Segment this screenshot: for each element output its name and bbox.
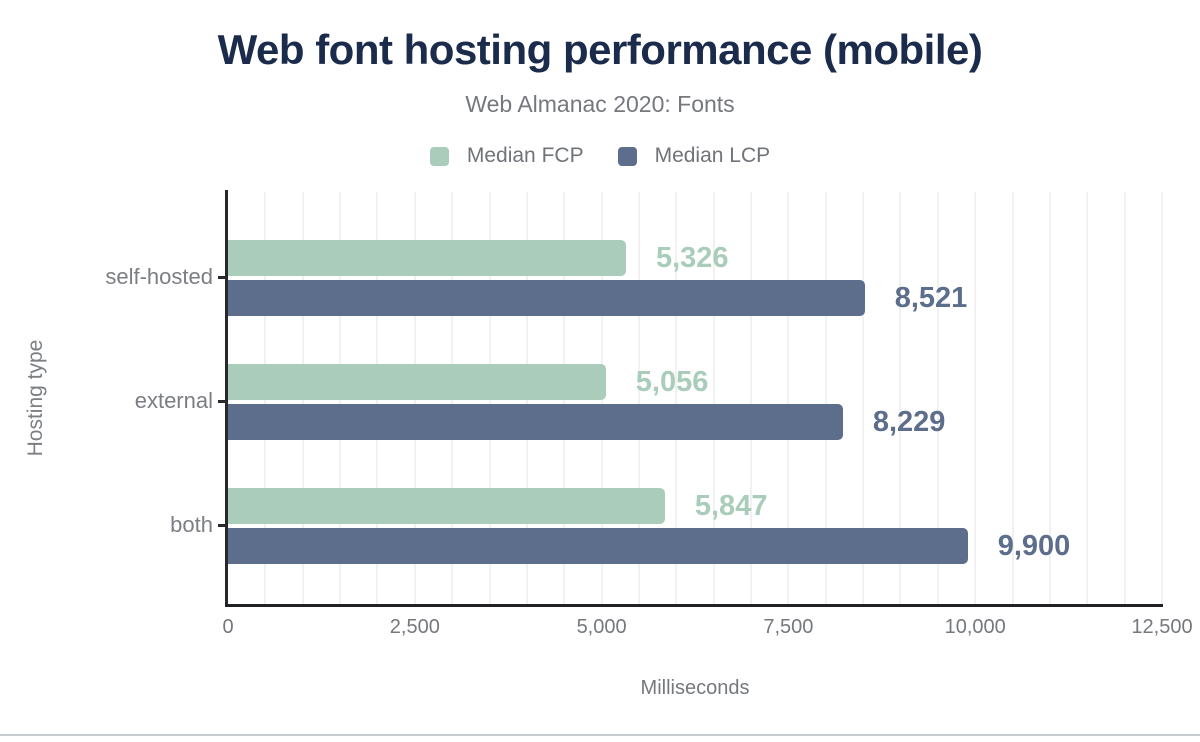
bar-value-label: 5,847	[694, 489, 768, 522]
gridline	[1048, 192, 1051, 604]
y-axis-line	[225, 190, 228, 604]
legend-item-lcp: Median LCP	[617, 144, 771, 168]
legend-item-label: Median LCP	[654, 144, 771, 167]
gridline	[637, 192, 640, 604]
bar-median-fcp-self-hosted[interactable]	[228, 239, 626, 276]
bar-value-label: 9,900	[997, 529, 1071, 562]
gridline	[675, 192, 678, 604]
bar-median-lcp-both[interactable]	[228, 527, 968, 564]
bottom-divider-line	[0, 734, 1200, 736]
category-label-both: both	[170, 511, 213, 537]
legend-item-fcp: Median FCP	[429, 144, 584, 168]
bar-value-label: 5,326	[655, 241, 729, 274]
legend-item-label: Median FCP	[466, 144, 584, 167]
bar-value-label: 8,521	[894, 281, 968, 314]
y-axis-title: Hosting type	[24, 339, 47, 457]
x-tick-label: 0	[222, 616, 234, 638]
x-axis-title: Milliseconds	[640, 677, 750, 699]
x-axis-line	[225, 604, 1163, 607]
x-tick-label: 10,000	[944, 616, 1006, 638]
gridline	[750, 192, 753, 604]
gridline	[862, 192, 865, 604]
legend-swatch-icon	[617, 146, 637, 166]
category-tick	[218, 524, 226, 527]
bar-median-fcp-external[interactable]	[228, 363, 606, 400]
category-label-self-hosted: self-hosted	[105, 263, 213, 289]
x-tick-label: 7,500	[763, 616, 814, 638]
chart-subtitle: Web Almanac 2020: Fonts	[465, 91, 735, 117]
gridline	[1011, 192, 1014, 604]
gridline	[974, 192, 977, 604]
bar-median-lcp-external[interactable]	[228, 403, 843, 440]
bar-value-label: 5,056	[635, 365, 709, 398]
legend-swatch-icon	[429, 146, 449, 166]
gridline	[712, 192, 715, 604]
x-tick-label: 12,500	[1131, 616, 1193, 638]
x-tick-label: 5,000	[576, 616, 627, 638]
chart-title: Web font hosting performance (mobile)	[217, 26, 983, 73]
gridline	[1123, 192, 1126, 604]
gridline	[824, 192, 827, 604]
gridline	[899, 192, 902, 604]
gridline	[1086, 192, 1089, 604]
category-tick	[218, 276, 226, 279]
category-tick	[218, 400, 226, 403]
bar-median-fcp-both[interactable]	[228, 487, 665, 524]
plot-area: 5,326 8,521 5,056 8,229 5,847 9,900	[218, 190, 1163, 607]
bar-value-label: 8,229	[872, 405, 946, 438]
gridline	[936, 192, 939, 604]
bar-median-lcp-self-hosted[interactable]	[228, 279, 865, 316]
chart-legend: Median FCP Median LCP	[0, 144, 1200, 168]
gridline	[1161, 192, 1163, 604]
x-tick-label: 2,500	[389, 616, 440, 638]
gridline	[787, 192, 790, 604]
category-label-external: external	[134, 387, 213, 413]
